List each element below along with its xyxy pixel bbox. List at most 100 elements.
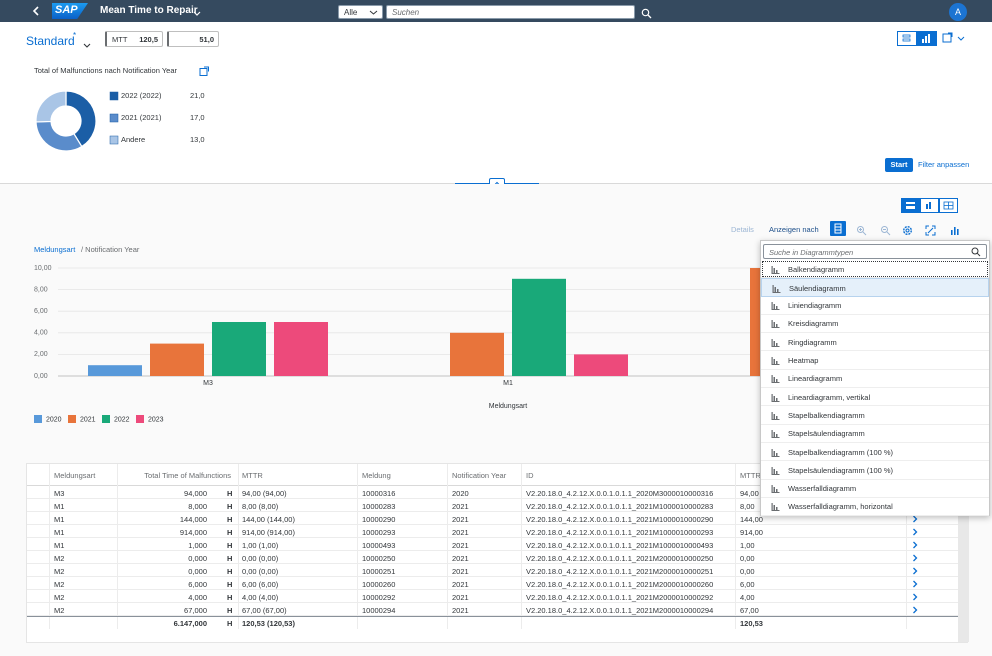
row-navigation-glyph xyxy=(911,528,919,536)
x-axis-title: Meldungsart xyxy=(489,403,528,410)
table-row[interactable] xyxy=(27,577,958,590)
table-cell: 2021 xyxy=(452,515,469,524)
column-header[interactable]: Meldung xyxy=(362,471,391,480)
legend-label: 2023 xyxy=(148,416,164,423)
menu-item[interactable]: Balkendiagramm xyxy=(761,260,989,278)
menu-item-icon-glyph xyxy=(771,301,780,310)
row-navigation[interactable] xyxy=(911,528,919,536)
menu-item-icon xyxy=(771,448,780,457)
table-cell: 144,000 xyxy=(180,515,207,524)
menu-item[interactable]: Säulendiagramm xyxy=(761,278,989,296)
view-switch[interactable] xyxy=(901,198,958,213)
table-cell: V2.20.18.0_4.2.12.X.0.0.1.0.1.1_2021M100… xyxy=(526,502,713,511)
table-cell: 1,00 (1,00) xyxy=(242,541,278,550)
menu-search[interactable]: Suche in Diagrammtypen xyxy=(763,244,987,259)
table-row[interactable] xyxy=(27,551,958,564)
legend-swatch xyxy=(68,415,76,423)
menu-item-icon xyxy=(771,301,780,310)
unit: H xyxy=(227,515,232,524)
table-row[interactable] xyxy=(27,525,958,538)
row-navigation[interactable] xyxy=(911,580,919,588)
menu-item[interactable]: Stapelbalkendiagramm (100 %) xyxy=(761,443,989,461)
menu-item-icon-glyph xyxy=(772,284,781,293)
data-label: 17,0 xyxy=(190,113,205,122)
unit: H xyxy=(227,593,232,602)
legend-label: Andere xyxy=(121,135,145,144)
table-cell: 2020 xyxy=(452,489,469,498)
menu-item-icon xyxy=(771,319,780,328)
zoom-in[interactable] xyxy=(856,223,867,234)
row-navigation[interactable] xyxy=(911,515,919,523)
table-cell: 2021 xyxy=(452,580,469,589)
chart-type[interactable] xyxy=(949,223,960,234)
unit: H xyxy=(227,502,232,511)
zoom-in-glyph xyxy=(856,225,867,236)
details-button[interactable]: Details xyxy=(731,225,754,234)
column-header[interactable]: MTTR xyxy=(242,471,263,480)
menu-item[interactable]: Liniendiagramm xyxy=(761,297,989,315)
row-navigation[interactable] xyxy=(911,567,919,575)
menu-item[interactable]: Heatmap xyxy=(761,352,989,370)
legend-swatch xyxy=(110,92,118,100)
legend-label: 2022 (2022) xyxy=(121,91,162,100)
row-navigation-glyph xyxy=(911,515,919,523)
column-header[interactable]: Total Time of Malfunctions xyxy=(144,471,231,480)
legend-toggle[interactable] xyxy=(830,221,846,236)
unit: H xyxy=(227,580,232,589)
unit: H xyxy=(227,619,232,628)
menu-item-icon xyxy=(771,393,780,402)
bar xyxy=(88,365,142,376)
menu-item[interactable]: Stapelsäulendiagramm xyxy=(761,425,989,443)
y-tick-label: 2,00 xyxy=(34,351,48,358)
menu-item-icon-glyph xyxy=(771,393,780,402)
row-navigation[interactable] xyxy=(911,541,919,549)
menu-item-label: Wasserfalldiagramm, horizontal xyxy=(788,502,893,511)
table-cell: M1 xyxy=(54,528,64,537)
table-row[interactable] xyxy=(27,590,958,603)
menu-item[interactable]: Wasserfalldiagramm xyxy=(761,480,989,498)
menu-item[interactable]: Lineardiagramm, vertikal xyxy=(761,388,989,406)
settings[interactable] xyxy=(902,223,913,234)
fullscreen[interactable] xyxy=(925,223,936,234)
legend-swatch xyxy=(110,114,118,122)
table-row[interactable] xyxy=(27,538,958,551)
table-cell: 67,00 (67,00) xyxy=(242,606,287,615)
zoom-out[interactable] xyxy=(880,223,891,234)
row-navigation[interactable] xyxy=(911,593,919,601)
y-tick-label: 10,00 xyxy=(34,265,52,272)
column-header[interactable]: Notification Year xyxy=(452,471,506,480)
table-cell: 914,00 (914,00) xyxy=(242,528,295,537)
menu-item-icon xyxy=(771,411,780,420)
menu-item[interactable]: Kreisdiagramm xyxy=(761,315,989,333)
menu-item-label: Stapelbalkendiagramm (100 %) xyxy=(788,448,893,457)
menu-item-icon-glyph xyxy=(771,411,780,420)
table-cell: 6,000 xyxy=(188,580,207,589)
table-cell: 914,000 xyxy=(180,528,207,537)
donut-slice xyxy=(36,121,82,151)
table-cell: 2021 xyxy=(452,528,469,537)
column-header[interactable]: ID xyxy=(526,471,534,480)
chart-title-dimension[interactable]: Meldungsart xyxy=(34,245,75,254)
menu-item-icon xyxy=(771,484,780,493)
table-row[interactable] xyxy=(27,603,958,616)
view-by-button[interactable]: Anzeigen nach xyxy=(769,225,819,234)
bar xyxy=(450,333,504,376)
menu-search-icon xyxy=(971,247,981,257)
column-header[interactable]: MTTR xyxy=(740,471,761,480)
table-cell: V2.20.18.0_4.2.12.X.0.0.1.0.1.1_2021M100… xyxy=(526,541,713,550)
menu-search-placeholder: Suche in Diagrammtypen xyxy=(769,248,853,257)
menu-item-label: Kreisdiagramm xyxy=(788,319,838,328)
row-navigation[interactable] xyxy=(911,554,919,562)
column-header[interactable]: Meldungsart xyxy=(54,471,95,480)
menu-item[interactable]: Ringdiagramm xyxy=(761,333,989,351)
row-navigation[interactable] xyxy=(911,606,919,614)
table-row[interactable] xyxy=(27,564,958,577)
data-label: 21,0 xyxy=(190,91,205,100)
menu-item-icon-glyph xyxy=(771,466,780,475)
menu-item[interactable]: Wasserfalldiagramm, horizontal xyxy=(761,498,989,516)
legend-swatch xyxy=(136,415,144,423)
zoom-out-glyph xyxy=(880,225,891,236)
menu-item[interactable]: Stapelbalkendiagramm xyxy=(761,406,989,424)
menu-item[interactable]: Lineardiagramm xyxy=(761,370,989,388)
menu-item[interactable]: Stapelsäulendiagramm (100 %) xyxy=(761,461,989,479)
